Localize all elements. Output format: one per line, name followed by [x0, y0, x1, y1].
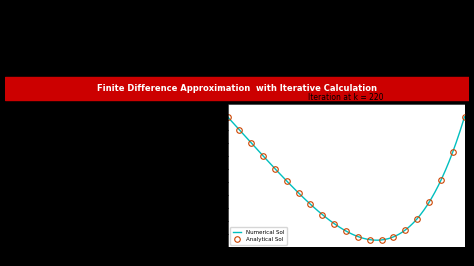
Analytical Sol	[438, 179, 444, 182]
Analytical Sol	[248, 141, 254, 144]
Text: $\dfrac{d^2y}{dx^2} = 12x^2$: $\dfrac{d^2y}{dx^2} = 12x^2$	[28, 117, 112, 159]
Numerical Sol	[234, 126, 240, 129]
Numerical Sol	[225, 115, 230, 118]
Text: Analytical vs Numerical Solution: Analytical vs Numerical Solution	[103, 55, 371, 70]
Analytical Sol	[379, 238, 384, 242]
Numerical Sol	[462, 115, 467, 118]
X-axis label: x-axis: x-axis	[336, 265, 356, 266]
Y-axis label: y-axis: y-axis	[193, 165, 199, 186]
Line: Numerical Sol: Numerical Sol	[228, 117, 465, 240]
Text: Boundary Value Problem (BVP): Boundary Value Problem (BVP)	[109, 21, 365, 36]
Analytical Sol	[272, 167, 278, 170]
Analytical Sol	[319, 213, 325, 216]
Analytical Sol	[308, 203, 313, 206]
Text: Finite Difference Approximation  with Iterative Calculation: Finite Difference Approximation with Ite…	[97, 84, 377, 93]
Text: $y(1) = 0$: $y(1) = 0$	[28, 217, 78, 234]
Analytical Sol	[402, 228, 408, 232]
Bar	[5, 77, 469, 101]
Analytical Sol	[367, 238, 373, 241]
Analytical Sol	[237, 128, 242, 131]
Analytical Sol	[391, 235, 396, 239]
Numerical Sol	[239, 131, 245, 134]
Analytical Sol	[450, 151, 456, 154]
Numerical Sol	[269, 163, 274, 167]
Analytical Sol	[260, 154, 266, 157]
Analytical Sol	[284, 180, 290, 183]
Numerical Sol	[451, 148, 456, 151]
Title: Iteration at k = 220: Iteration at k = 220	[308, 93, 384, 102]
Numerical Sol	[288, 184, 293, 187]
Analytical Sol	[225, 115, 230, 118]
Analytical Sol	[355, 235, 361, 238]
Legend: Numerical Sol, Analytical Sol: Numerical Sol, Analytical Sol	[230, 227, 287, 245]
Numerical Sol	[374, 239, 379, 242]
Analytical Sol	[296, 192, 301, 195]
Analytical Sol	[331, 222, 337, 225]
Numerical Sol	[443, 169, 448, 172]
Analytical Sol	[414, 217, 420, 220]
Line: Analytical Sol: Analytical Sol	[225, 114, 467, 243]
Analytical Sol	[343, 230, 349, 233]
Analytical Sol	[426, 201, 432, 204]
Text: $y(0) = 0$: $y(0) = 0$	[28, 180, 78, 197]
Analytical Sol	[462, 115, 467, 118]
